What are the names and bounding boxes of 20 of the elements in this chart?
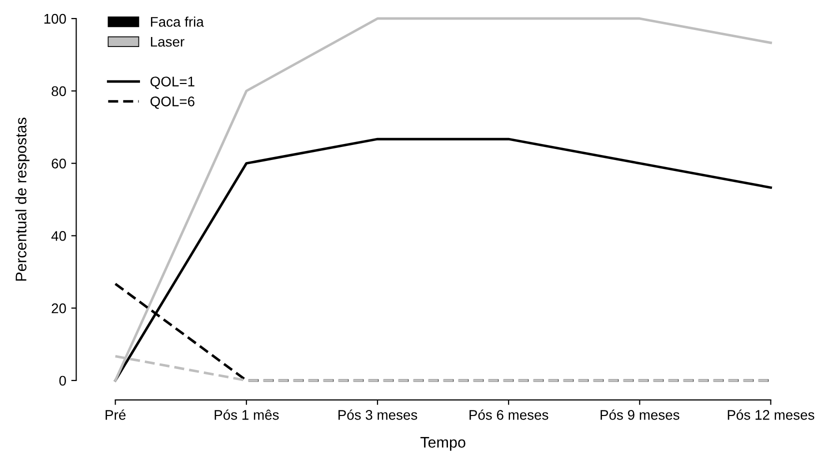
- x-tick-label: Pós 3 meses: [338, 409, 418, 420]
- y-tick-label: 40: [51, 231, 66, 241]
- y-tick-label: 100: [44, 14, 66, 24]
- y-tick-label: 80: [52, 86, 66, 96]
- x-axis-title: Tempo: [420, 437, 466, 451]
- x-tick-label: Pós 6 meses: [470, 409, 548, 420]
- annotation: QOL=6: [150, 96, 194, 109]
- annotation: QOL=1: [150, 76, 194, 89]
- y-axis-title: Percentual de respostas: [15, 118, 30, 281]
- y-tick-label: 0: [59, 376, 66, 386]
- x-tick-label: Pós 1 mês: [214, 409, 279, 420]
- legend-label: Faca fria: [150, 16, 204, 27]
- x-tick-label: Pós 9 meses: [600, 409, 680, 420]
- line-series: [114, 138, 772, 382]
- x-tick-label: Pré: [106, 409, 126, 420]
- y-tick-label: 60: [52, 158, 66, 168]
- line-series: [114, 17, 772, 382]
- legend-label: Laser: [150, 36, 184, 47]
- y-tick-label: 20: [52, 303, 66, 314]
- x-tick-label: Pós 12 meses: [728, 409, 814, 420]
